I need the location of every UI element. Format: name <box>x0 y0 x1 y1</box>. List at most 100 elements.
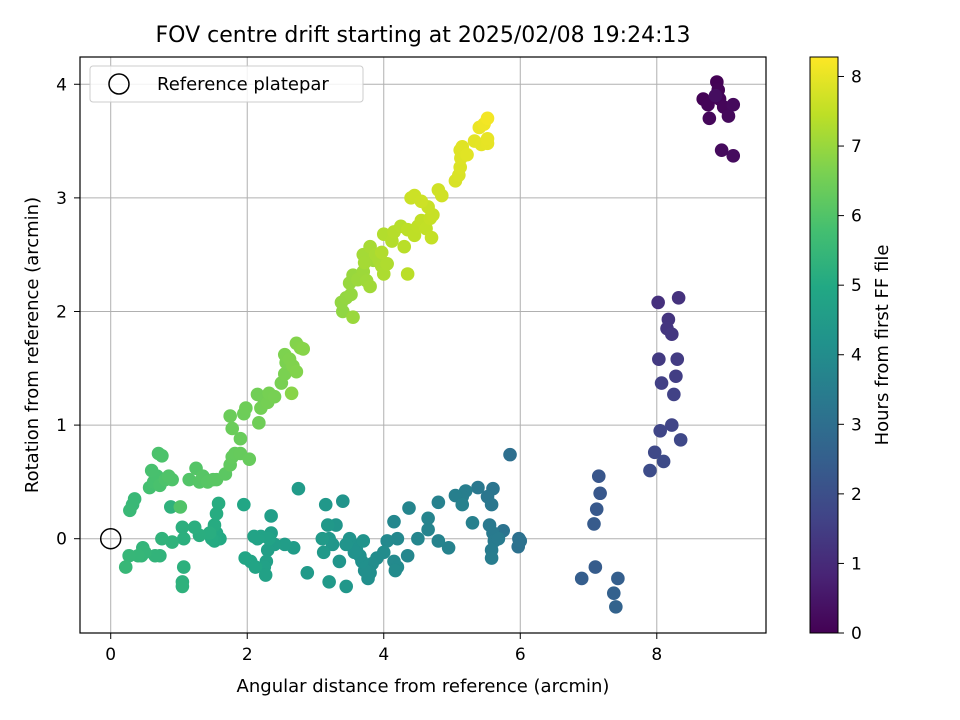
scatter-point <box>388 563 403 578</box>
scatter-point <box>339 537 354 552</box>
scatter-point <box>318 497 333 512</box>
scatter-point <box>574 571 589 586</box>
scatter-point <box>669 369 683 384</box>
scatter-point <box>431 495 446 510</box>
scatter-point <box>673 433 688 447</box>
colorbar-gradient <box>809 56 839 634</box>
chart-title: FOV centre drift starting at 2025/02/08 … <box>156 23 691 48</box>
scatter-point <box>264 509 278 523</box>
scatter-point <box>161 469 176 484</box>
scatter-point <box>296 342 311 356</box>
scatter-point <box>247 529 261 544</box>
scatter-point <box>421 511 435 526</box>
scatter-point <box>277 537 292 552</box>
scatter-point <box>726 149 741 163</box>
scatter-point <box>656 454 671 469</box>
scatter-point <box>238 551 252 565</box>
scatter-point <box>187 520 202 535</box>
scatter-point <box>127 492 142 506</box>
scatter-point <box>397 239 412 254</box>
scatter-point <box>237 497 251 512</box>
scatter-point <box>387 514 401 529</box>
colorbar-tick-label: 6 <box>851 207 862 227</box>
scatter-point <box>441 540 456 555</box>
colorbar: 0 1 2 3 4 5 6 7 8 Hours from first FF file <box>809 56 893 644</box>
scatter-point <box>653 423 667 438</box>
scatter-point <box>316 545 331 560</box>
x-tick-label: 0 <box>105 645 116 665</box>
scatter-point <box>721 109 736 123</box>
scatter-point <box>670 352 685 367</box>
scatter-point <box>726 97 741 112</box>
scatter-point <box>300 565 315 580</box>
scatter-point <box>258 568 273 582</box>
scatter-point <box>414 194 429 209</box>
colorbar-label: Hours from first FF file <box>872 245 893 446</box>
scatter-point <box>701 97 715 112</box>
scatter-point <box>402 501 416 515</box>
scatter-point <box>665 327 679 342</box>
reference-platepar-marker <box>99 527 122 550</box>
scatter-point <box>176 531 191 546</box>
scatter-point <box>123 503 137 518</box>
scatter-point <box>363 279 377 294</box>
x-tick-label: 6 <box>515 645 526 665</box>
scatter-point <box>434 188 449 203</box>
scatter-point <box>400 548 415 563</box>
y-axis-ticks: 0 1 2 3 4 <box>56 75 80 550</box>
scatter-point <box>400 267 415 281</box>
scatter-point <box>225 421 240 436</box>
y-tick-label: 0 <box>56 530 67 550</box>
scatter-point <box>242 452 257 466</box>
scatter-point <box>503 447 517 462</box>
colorbar-tick-label: 1 <box>851 554 862 574</box>
scatter-point <box>339 579 354 594</box>
scatter-point <box>671 291 686 305</box>
colorbar-tick-label: 4 <box>851 346 862 366</box>
scatter-point <box>173 500 188 514</box>
scatter-point <box>248 560 263 574</box>
scatter-point <box>513 534 528 548</box>
colorbar-tick-label: 8 <box>851 67 862 87</box>
scatter-point <box>390 531 405 546</box>
scatter-point <box>175 579 190 594</box>
plot-frame <box>79 56 767 634</box>
scatter-point <box>144 463 159 478</box>
scatter-point <box>344 287 358 302</box>
scatter-point <box>346 310 360 324</box>
scatter-point <box>591 469 606 484</box>
scatter-point <box>148 548 162 563</box>
scatter-point <box>484 551 499 565</box>
scatter-point <box>376 267 391 281</box>
scatter-point <box>465 515 480 530</box>
scatter-point <box>708 88 723 103</box>
scatter-point <box>239 401 253 415</box>
scatter-point <box>471 480 485 495</box>
colorbar-tick-label: 5 <box>851 276 862 296</box>
scatter-point <box>609 600 623 614</box>
x-tick-label: 2 <box>242 645 253 665</box>
scatter-point <box>209 506 224 521</box>
scatter-point <box>652 352 666 367</box>
scatter-point <box>702 111 717 126</box>
scatter-point <box>155 531 169 546</box>
scatter-point <box>484 497 499 512</box>
scatter-point <box>380 534 394 548</box>
scatter-point <box>647 445 662 460</box>
scatter-point <box>587 517 601 531</box>
colorbar-tick-label: 2 <box>851 485 862 505</box>
scatter-point <box>291 481 306 496</box>
scatter-point <box>667 387 681 402</box>
scatter-point <box>455 497 470 512</box>
colorbar-tick-label: 7 <box>851 137 862 157</box>
x-tick-label: 4 <box>378 645 389 665</box>
scatter-point <box>611 571 625 586</box>
data-points <box>118 75 741 614</box>
scatter-point <box>182 472 197 487</box>
scatter-point <box>175 520 190 535</box>
scatter-point <box>380 256 394 271</box>
scatter-point <box>335 494 350 509</box>
y-tick-label: 1 <box>56 416 67 436</box>
scatter-point <box>714 143 729 157</box>
